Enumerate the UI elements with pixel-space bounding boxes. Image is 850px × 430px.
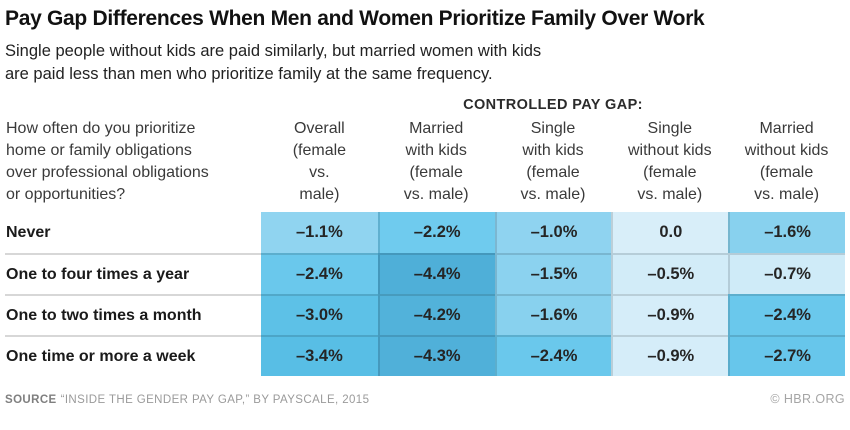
- table-row: One to four times a year –2.4% –4.4% –1.…: [5, 253, 845, 294]
- source-label: SOURCE: [5, 394, 57, 406]
- controlled-pay-gap-header: CONTROLLED PAY GAP:: [463, 96, 643, 113]
- source-text: “INSIDE THE GENDER PAY GAP,” BY PAYSCALE…: [60, 394, 370, 406]
- spacer-cell: [5, 96, 261, 116]
- source-line: SOURCE “INSIDE THE GENDER PAY GAP,” BY PA…: [5, 390, 369, 408]
- row-label-one-to-four-times-a-year: One to four times a year: [5, 253, 261, 294]
- pay-gap-cell: –4.4%: [377, 253, 495, 294]
- pay-gap-cell: –0.9%: [611, 335, 729, 376]
- pay-gap-cell: –2.4%: [494, 335, 612, 376]
- column-header-married-without-kids: Married without kids (female vs. male): [744, 120, 829, 203]
- footer: SOURCE “INSIDE THE GENDER PAY GAP,” BY PA…: [5, 390, 845, 408]
- pay-gap-cell: –4.2%: [377, 294, 495, 335]
- row-label-one-time-or-more-a-week: One time or more a week: [5, 335, 261, 376]
- table-row: One time or more a week –3.4% –4.3% –2.4…: [5, 335, 845, 376]
- table-row: Never –1.1% –2.2% –1.0% 0.0 –1.6%: [5, 212, 845, 253]
- pay-gap-cell: –1.6%: [494, 294, 612, 335]
- column-header-single-with-kids: Single with kids (female vs. male): [520, 120, 586, 203]
- column-header-overall: Overall (female vs. male): [292, 120, 347, 203]
- pay-gap-cell: –2.4%: [728, 294, 845, 335]
- pay-gap-cell: –3.0%: [261, 294, 378, 335]
- hbr-credit: © HBR.ORG: [770, 392, 845, 406]
- pay-gap-cell: –4.3%: [377, 335, 495, 376]
- pay-gap-cell: –0.5%: [611, 253, 729, 294]
- page-title: Pay Gap Differences When Men and Women P…: [5, 7, 705, 30]
- pay-gap-cell: –1.5%: [494, 253, 612, 294]
- subtitle: Single people without kids are paid simi…: [5, 42, 542, 83]
- pay-gap-cell: –0.7%: [728, 253, 845, 294]
- row-label-one-to-two-times-a-month: One to two times a month: [5, 294, 261, 335]
- pay-gap-cell: –3.4%: [261, 335, 378, 376]
- pay-gap-cell: –1.0%: [494, 212, 612, 253]
- pay-gap-cell: –0.9%: [611, 294, 729, 335]
- row-label-never: Never: [6, 223, 51, 241]
- pay-gap-cell: –2.2%: [377, 212, 495, 253]
- pay-gap-cell: 0.0: [611, 212, 729, 253]
- pay-gap-cell: –2.7%: [728, 335, 845, 376]
- column-header-married-with-kids: Married with kids (female vs. male): [403, 120, 469, 203]
- table-row: One to two times a month –3.0% –4.2% –1.…: [5, 294, 845, 335]
- pay-gap-table: CONTROLLED PAY GAP: How often do you pri…: [5, 96, 845, 376]
- pay-gap-cell: –2.4%: [261, 253, 378, 294]
- pay-gap-cell: –1.1%: [261, 212, 378, 253]
- pay-gap-cell: –1.6%: [728, 212, 845, 253]
- column-header-single-without-kids: Single without kids (female vs. male): [627, 120, 712, 203]
- row-axis-question: How often do you prioritize home or fami…: [6, 120, 209, 203]
